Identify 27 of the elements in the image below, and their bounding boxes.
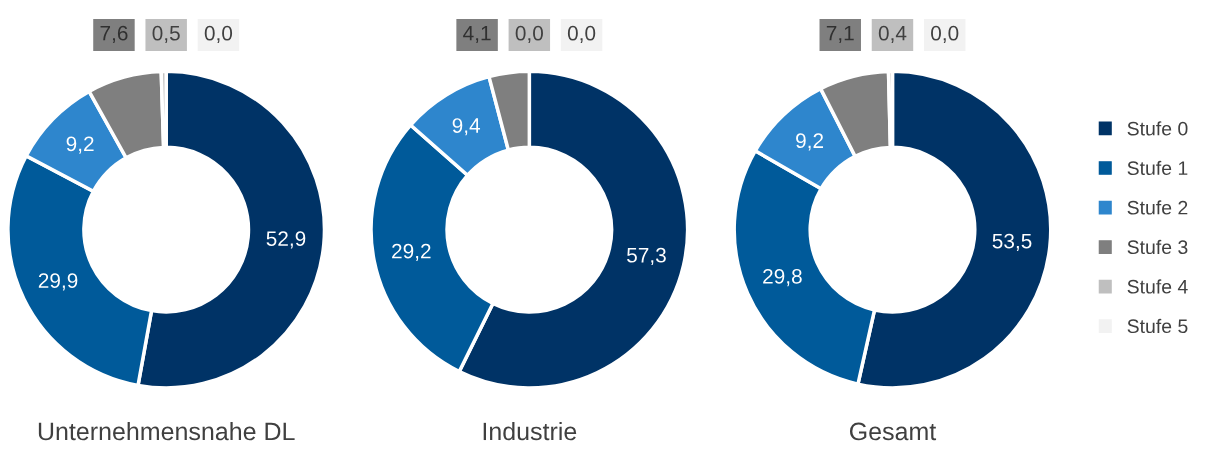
data-label: 52,9: [266, 231, 306, 249]
text: 0,0: [515, 25, 543, 44]
text: 0,0: [931, 25, 959, 44]
data-label: 0,5: [152, 25, 180, 44]
legend-label: Stufe 2: [1127, 200, 1188, 215]
data-label: 7,1: [826, 26, 854, 44]
data-label: 9,2: [796, 133, 824, 151]
text: Unternehmensnahe DL: [38, 421, 295, 441]
text: 0,0: [204, 25, 233, 44]
data-label: 9,2: [66, 136, 94, 154]
data-label: 9,4: [452, 118, 481, 136]
data-label: 0,4: [878, 25, 907, 44]
legend-label: Stufe 4: [1127, 279, 1188, 294]
legend-label: Stufe 3: [1127, 239, 1188, 255]
data-label: 4,1: [463, 26, 491, 44]
data-label: 57,3: [627, 247, 666, 266]
data-label: 29,2: [392, 243, 431, 261]
data-label: 7,6: [100, 25, 128, 44]
legend-label: Stufe 1: [1127, 160, 1188, 176]
data-label: 29,8: [763, 268, 802, 287]
text: Gesamt: [849, 422, 937, 441]
data-label: 29,9: [38, 273, 78, 291]
text: Industrie: [483, 421, 577, 441]
legend-label: Stufe 5: [1127, 318, 1188, 334]
text: 0,0: [567, 25, 596, 44]
data-label: 53,5: [992, 233, 1032, 251]
legend-label: Stufe 0: [1127, 121, 1188, 136]
